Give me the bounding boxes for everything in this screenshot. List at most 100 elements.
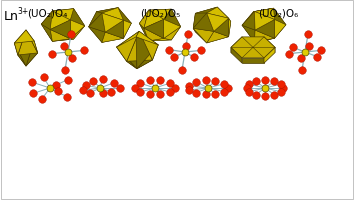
Polygon shape xyxy=(242,38,264,43)
Polygon shape xyxy=(255,9,275,20)
Polygon shape xyxy=(124,21,131,39)
Polygon shape xyxy=(97,31,118,43)
Polygon shape xyxy=(231,48,242,64)
Polygon shape xyxy=(139,32,158,61)
Polygon shape xyxy=(88,14,105,33)
Polygon shape xyxy=(56,12,76,31)
Polygon shape xyxy=(273,9,286,26)
Polygon shape xyxy=(164,20,181,39)
Polygon shape xyxy=(274,26,286,39)
Polygon shape xyxy=(193,29,207,44)
Polygon shape xyxy=(242,13,253,31)
Polygon shape xyxy=(149,10,171,20)
Polygon shape xyxy=(52,40,74,42)
Polygon shape xyxy=(273,21,286,39)
Polygon shape xyxy=(255,39,275,43)
Polygon shape xyxy=(116,48,137,69)
Polygon shape xyxy=(136,38,158,69)
Polygon shape xyxy=(217,23,231,38)
Polygon shape xyxy=(52,31,74,42)
Polygon shape xyxy=(214,19,229,38)
Polygon shape xyxy=(41,12,56,31)
Polygon shape xyxy=(14,31,34,44)
Polygon shape xyxy=(156,23,176,41)
Polygon shape xyxy=(207,32,229,44)
Polygon shape xyxy=(195,8,217,20)
Polygon shape xyxy=(88,13,97,31)
Polygon shape xyxy=(52,10,74,21)
Polygon shape xyxy=(242,12,255,31)
Polygon shape xyxy=(144,11,164,29)
Polygon shape xyxy=(18,31,38,56)
Polygon shape xyxy=(253,9,274,13)
Text: (UO₂)O₅: (UO₂)O₅ xyxy=(140,8,180,18)
Polygon shape xyxy=(74,21,85,40)
Polygon shape xyxy=(115,9,131,24)
Polygon shape xyxy=(255,20,275,39)
Polygon shape xyxy=(127,32,153,62)
Polygon shape xyxy=(74,10,85,27)
Polygon shape xyxy=(88,13,102,28)
Polygon shape xyxy=(14,44,26,67)
Polygon shape xyxy=(102,9,124,21)
Polygon shape xyxy=(275,20,286,39)
Polygon shape xyxy=(242,26,255,43)
Text: (UO₂)O₆: (UO₂)O₆ xyxy=(258,8,298,18)
Polygon shape xyxy=(88,28,102,43)
Polygon shape xyxy=(207,14,229,32)
Text: Ln: Ln xyxy=(4,9,19,22)
Polygon shape xyxy=(210,20,231,38)
Polygon shape xyxy=(41,25,52,42)
Polygon shape xyxy=(210,8,231,23)
Polygon shape xyxy=(41,25,56,42)
Polygon shape xyxy=(139,24,156,42)
Polygon shape xyxy=(18,54,38,67)
Polygon shape xyxy=(118,9,131,24)
Polygon shape xyxy=(118,24,131,39)
Polygon shape xyxy=(139,24,149,42)
Polygon shape xyxy=(50,30,70,42)
Polygon shape xyxy=(171,23,181,41)
Polygon shape xyxy=(242,12,255,26)
Polygon shape xyxy=(102,33,124,43)
Polygon shape xyxy=(116,32,139,48)
Polygon shape xyxy=(50,21,70,40)
Polygon shape xyxy=(195,8,217,14)
Polygon shape xyxy=(139,11,156,24)
Polygon shape xyxy=(56,10,76,21)
Polygon shape xyxy=(164,27,181,41)
Polygon shape xyxy=(149,32,171,42)
Polygon shape xyxy=(253,13,273,31)
Polygon shape xyxy=(195,20,217,38)
Polygon shape xyxy=(88,28,105,43)
Polygon shape xyxy=(156,13,176,32)
Polygon shape xyxy=(26,42,38,67)
Polygon shape xyxy=(97,9,118,19)
Polygon shape xyxy=(253,31,274,43)
Polygon shape xyxy=(193,14,214,32)
Polygon shape xyxy=(14,31,26,56)
Polygon shape xyxy=(193,14,195,33)
Polygon shape xyxy=(26,31,38,54)
Polygon shape xyxy=(274,9,286,26)
Polygon shape xyxy=(231,38,275,59)
Polygon shape xyxy=(253,21,274,39)
Polygon shape xyxy=(41,12,52,30)
Polygon shape xyxy=(144,20,164,39)
Polygon shape xyxy=(231,38,242,53)
Polygon shape xyxy=(264,38,275,53)
Polygon shape xyxy=(136,32,158,46)
Text: (UO₂)O₄: (UO₂)O₄ xyxy=(27,8,67,18)
Polygon shape xyxy=(144,29,164,42)
Text: 3+: 3+ xyxy=(17,6,28,15)
Polygon shape xyxy=(102,14,124,33)
Polygon shape xyxy=(149,39,171,42)
Polygon shape xyxy=(193,14,207,29)
Polygon shape xyxy=(127,61,153,69)
Polygon shape xyxy=(97,9,118,14)
Polygon shape xyxy=(97,13,115,31)
Polygon shape xyxy=(229,19,231,38)
Polygon shape xyxy=(14,42,34,67)
Polygon shape xyxy=(52,10,74,12)
Polygon shape xyxy=(242,59,264,64)
